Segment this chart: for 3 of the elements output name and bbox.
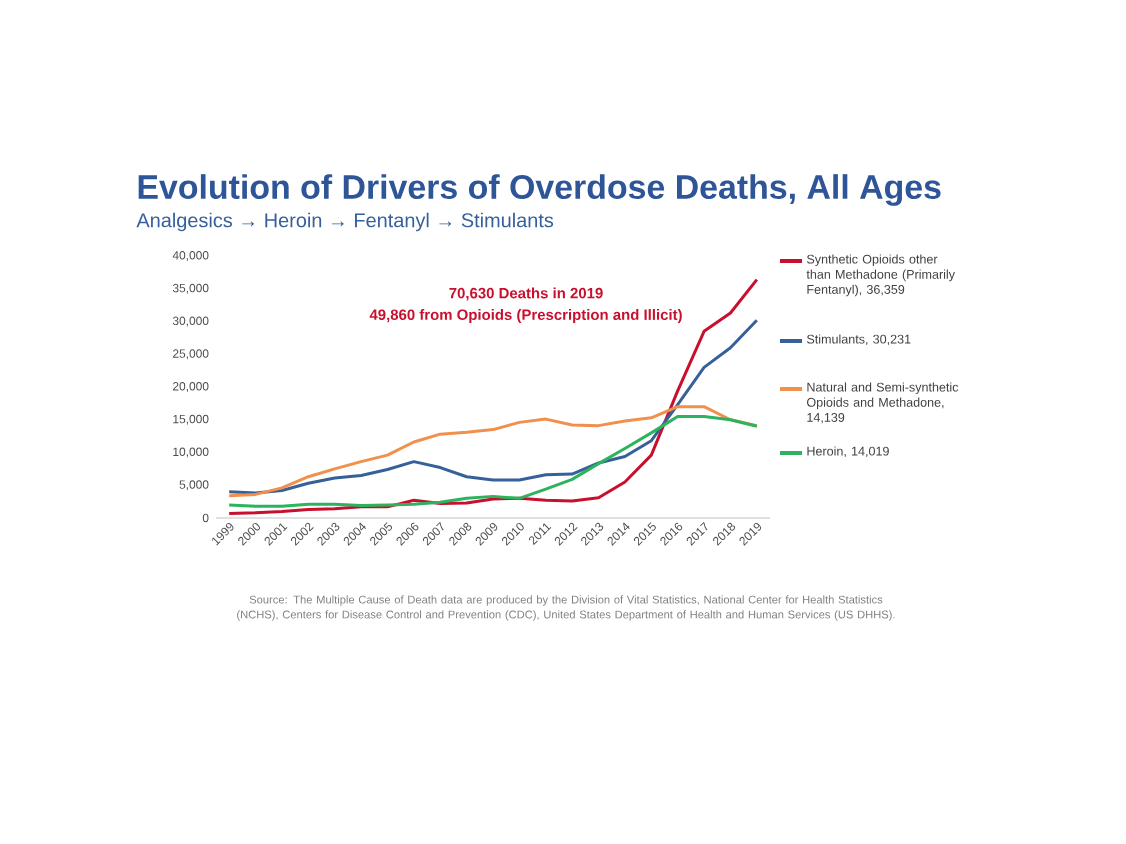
chart-subtitle: Analgesics → Heroin → Fentanyl → Stimulants	[136, 212, 554, 232]
line-series	[227, 278, 759, 515]
chart-title: Evolution of Drivers of Overdose Deaths, All Ages	[138, 174, 941, 206]
